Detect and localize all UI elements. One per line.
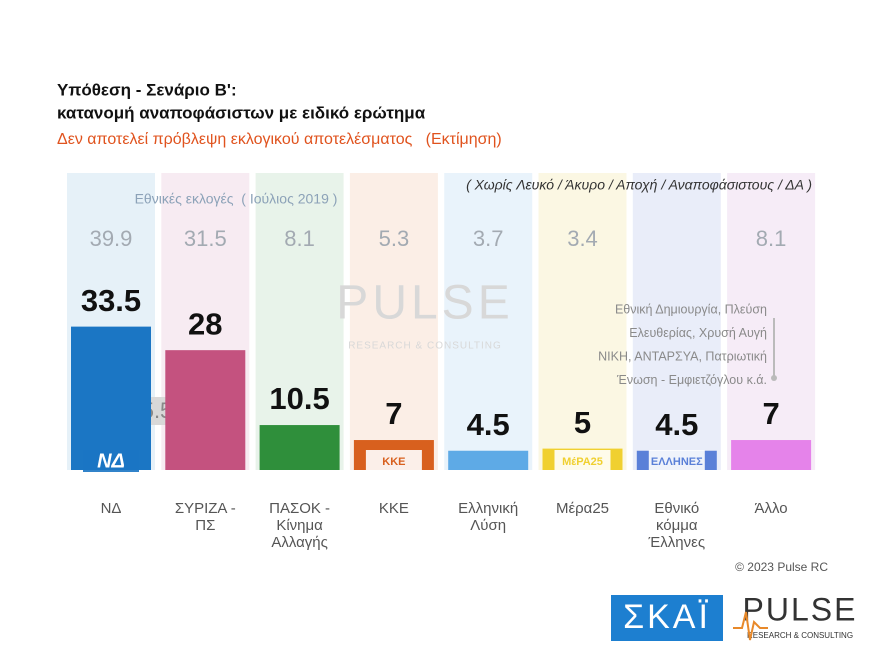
party-logo <box>648 450 705 472</box>
chart-subtitle: Δεν αποτελεί πρόβλεψη εκλογικού αποτελέσ… <box>57 131 502 148</box>
x-tick-label: ΠΑΣΟΚ - Κίνημα Αλλαγής <box>269 500 331 551</box>
value-label: 4.5 <box>467 407 510 442</box>
pulse-logo-sub: RESEARCH & CONSULTING <box>747 631 853 640</box>
party-logo-text: ΜέΡΑ25 <box>562 456 603 468</box>
background-column <box>538 173 627 470</box>
party-logo <box>554 450 611 472</box>
previous-value: 3.7 <box>473 226 504 251</box>
party-logo <box>365 450 422 472</box>
copyright: © 2023 Pulse RC <box>735 560 828 574</box>
party-logo <box>83 450 139 472</box>
background-column <box>727 173 816 470</box>
chart-title: κατανομή αναποφάσιστων με ειδικό ερώτημα <box>57 103 426 122</box>
watermark-sub: RESEARCH & CONSULTING <box>348 341 502 352</box>
previous-value: 3.4 <box>567 226 598 251</box>
value-label: 7 <box>762 396 779 431</box>
background-column <box>349 173 438 470</box>
party-logo-text: ΕΛΛΗΝΕΣ <box>651 456 703 468</box>
chart-title: Υπόθεση - Σενάριο Β': <box>57 80 237 99</box>
bar <box>165 350 246 470</box>
pulse-logo: PULSE <box>743 591 858 627</box>
others-note: Ένωση - Εμφιετζόγλου κ.ά. <box>616 373 767 387</box>
bar <box>71 326 151 470</box>
value-label: 5 <box>574 405 591 440</box>
x-tick-label: Άλλο <box>754 500 788 517</box>
bar <box>448 450 529 470</box>
previous-value: 31.5 <box>184 226 227 251</box>
watermark: PULSE <box>336 277 513 330</box>
x-tick-label: ΝΔ <box>100 500 122 517</box>
x-tick-label: ΚΚΕ <box>378 500 409 517</box>
previous-value: 5.3 <box>379 226 410 251</box>
others-note: Εθνική Δημιουργία, Πλεύση <box>615 302 767 316</box>
previous-value: 39.9 <box>90 226 133 251</box>
bar <box>259 425 340 470</box>
broadcaster-logo <box>611 595 723 641</box>
broadcaster-name: ΣΚΑΪ <box>623 598 711 636</box>
x-tick-label: Εθνικό κόμμα Έλληνες <box>648 500 706 551</box>
value-label: 7 <box>385 396 402 431</box>
note: ( Χωρίς Λευκό / Άκυρο / Αποχή / Αναποφάσ… <box>466 177 812 193</box>
note-dot <box>771 375 777 381</box>
value-label: 33.5 <box>81 283 141 318</box>
previous-label: Εθνικές εκλογές ( Ιούλιος 2019 ) <box>135 191 338 207</box>
x-tick-label: Μέρα25 <box>555 500 610 517</box>
background-column <box>632 173 721 470</box>
others-note: ΝΙΚΗ, ΑΝΤΑΡΣΥΑ, Πατριωτική <box>598 349 767 363</box>
background-column <box>255 173 344 470</box>
others-note: Ελευθερίας, Χρυσή Αυγή <box>629 326 767 340</box>
value-label: 10.5 <box>269 381 329 416</box>
value-label: 4.5 <box>655 407 698 442</box>
x-tick-label: Ελληνική Λύση <box>458 500 519 534</box>
background-column <box>444 173 533 470</box>
value-label: 28 <box>188 306 222 341</box>
bar <box>731 440 812 470</box>
previous-value: 8.1 <box>756 226 787 251</box>
party-logo-text: ΚΚΕ <box>382 456 405 468</box>
x-tick-label: ΣΥΡΙΖΑ - ΠΣ <box>174 500 236 534</box>
pulse-logo-mark <box>733 611 768 641</box>
previous-value: 8.1 <box>284 226 315 251</box>
party-logo-text: ΝΔ <box>97 450 125 472</box>
